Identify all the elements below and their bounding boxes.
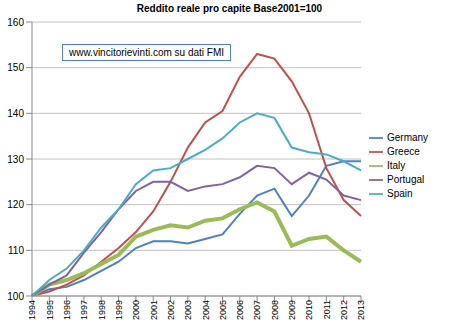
svg-text:160: 160	[8, 17, 24, 28]
svg-text:2008: 2008	[270, 300, 280, 320]
html-text:Reddito reale pro capite Base2: Reddito reale pro capite Base2001=100	[136, 3, 323, 14]
svg-text:1997: 1997	[79, 300, 89, 320]
svg-text:1998: 1998	[97, 300, 107, 320]
svg-text:1999: 1999	[114, 300, 124, 320]
svg-text:110: 110	[8, 245, 24, 256]
html-text:Germany: Germany	[387, 131, 429, 143]
svg-text:1996: 1996	[62, 300, 72, 320]
svg-text:100: 100	[8, 291, 24, 302]
html-text:Spain: Spain	[387, 187, 413, 199]
svg-text:2004: 2004	[201, 300, 211, 320]
svg-text:2009: 2009	[287, 300, 297, 320]
svg-text:1994: 1994	[27, 300, 37, 320]
svg-text:2001: 2001	[149, 300, 159, 320]
html-text:Italy: Italy	[387, 159, 406, 171]
html-text:www.vincitorievinti.com su dat: www.vincitorievinti.com su dati FMI	[69, 47, 224, 58]
svg-text:2002: 2002	[166, 300, 176, 320]
svg-text:2003: 2003	[183, 300, 193, 320]
svg-text:2010: 2010	[304, 300, 314, 320]
html-text:Portugal: Portugal	[387, 173, 425, 185]
svg-text:2013: 2013	[356, 300, 366, 320]
svg-text:2006: 2006	[235, 300, 245, 320]
svg-text:2012: 2012	[339, 300, 349, 320]
svg-text:150: 150	[8, 62, 24, 73]
svg-text:2000: 2000	[131, 300, 141, 320]
svg-text:120: 120	[8, 199, 24, 210]
svg-text:130: 130	[8, 154, 24, 165]
svg-text:2007: 2007	[252, 300, 262, 320]
svg-text:2011: 2011	[322, 300, 332, 319]
svg-text:1995: 1995	[45, 300, 55, 320]
svg-text:140: 140	[8, 108, 24, 119]
html-text:Greece: Greece	[387, 145, 420, 157]
svg-text:2005: 2005	[218, 300, 228, 320]
